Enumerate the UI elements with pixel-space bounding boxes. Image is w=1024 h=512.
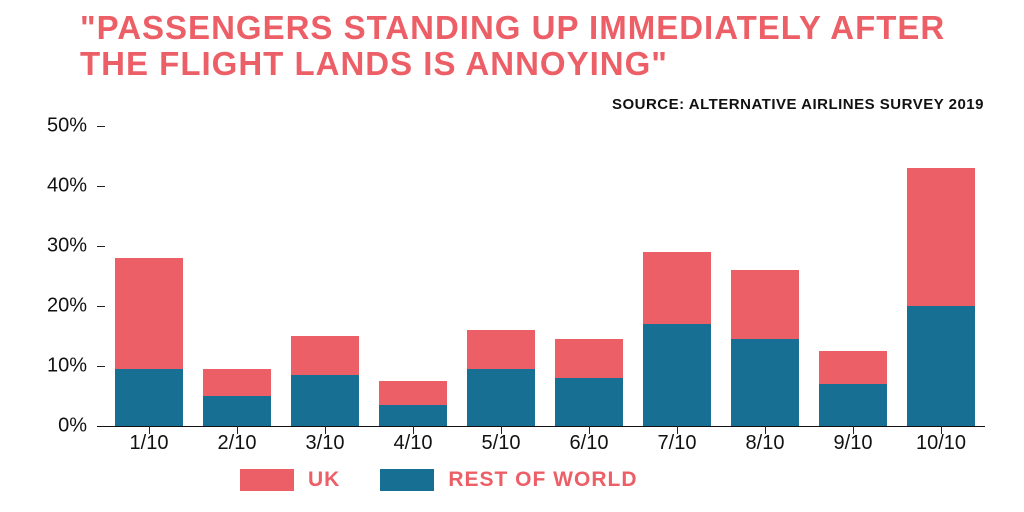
bar-group — [203, 126, 272, 426]
y-axis-label: 10% — [27, 355, 87, 378]
bar-group — [115, 126, 184, 426]
x-axis-label: 4/10 — [394, 432, 433, 455]
bar-segment — [819, 384, 888, 426]
x-axis-label: 7/10 — [658, 432, 697, 455]
chart-title: "Passengers standing up immediately afte… — [80, 10, 984, 83]
x-axis-label: 8/10 — [746, 432, 785, 455]
bar-segment — [555, 378, 624, 426]
source-attribution: Source: Alternative Airlines Survey 2019 — [612, 96, 984, 113]
bar-segment — [731, 270, 800, 339]
x-axis-label: 3/10 — [306, 432, 345, 455]
legend-swatch — [380, 469, 434, 491]
bar-segment — [555, 339, 624, 378]
bar-group — [379, 126, 448, 426]
bar-segment — [907, 168, 976, 306]
x-axis-label: 9/10 — [834, 432, 873, 455]
y-tick — [97, 186, 105, 187]
bar-group — [291, 126, 360, 426]
bar-segment — [643, 252, 712, 324]
x-axis-label: 1/10 — [130, 432, 169, 455]
bar-group — [643, 126, 712, 426]
bar-segment — [291, 375, 360, 426]
legend-swatch — [240, 469, 294, 491]
x-axis-label: 10/10 — [916, 432, 966, 455]
bar-segment — [115, 369, 184, 426]
y-tick — [97, 246, 105, 247]
y-tick — [97, 306, 105, 307]
x-axis-label: 2/10 — [218, 432, 257, 455]
y-axis-label: 30% — [27, 235, 87, 258]
legend-label: Rest of World — [448, 468, 637, 492]
bar-group — [907, 126, 976, 426]
bar-segment — [467, 369, 536, 426]
legend: UK Rest of World — [240, 468, 638, 492]
x-axis-line — [97, 426, 985, 427]
bar-segment — [819, 351, 888, 384]
x-axis-label: 6/10 — [570, 432, 609, 455]
y-axis-label: 50% — [27, 115, 87, 138]
legend-item: Rest of World — [380, 468, 637, 492]
legend-item: UK — [240, 468, 340, 492]
bar-segment — [907, 306, 976, 426]
bar-segment — [203, 369, 272, 396]
bar-group — [467, 126, 536, 426]
plot-area: 0%10%20%30%40%50%1/102/103/104/105/106/1… — [105, 126, 985, 426]
bar-group — [555, 126, 624, 426]
y-axis-label: 20% — [27, 295, 87, 318]
bar-group — [819, 126, 888, 426]
bar-segment — [731, 339, 800, 426]
y-axis-label: 0% — [27, 415, 87, 438]
bar-segment — [291, 336, 360, 375]
bar-segment — [203, 396, 272, 426]
bar-segment — [379, 405, 448, 426]
y-axis-label: 40% — [27, 175, 87, 198]
infographic-frame: "Passengers standing up immediately afte… — [0, 0, 1024, 512]
bar-group — [731, 126, 800, 426]
x-axis-label: 5/10 — [482, 432, 521, 455]
legend-label: UK — [308, 468, 340, 492]
bar-segment — [115, 258, 184, 369]
bar-segment — [643, 324, 712, 426]
y-tick — [97, 126, 105, 127]
y-tick — [97, 366, 105, 367]
bar-segment — [379, 381, 448, 405]
bar-segment — [467, 330, 536, 369]
stacked-bar-chart: 0%10%20%30%40%50%1/102/103/104/105/106/1… — [105, 126, 985, 426]
